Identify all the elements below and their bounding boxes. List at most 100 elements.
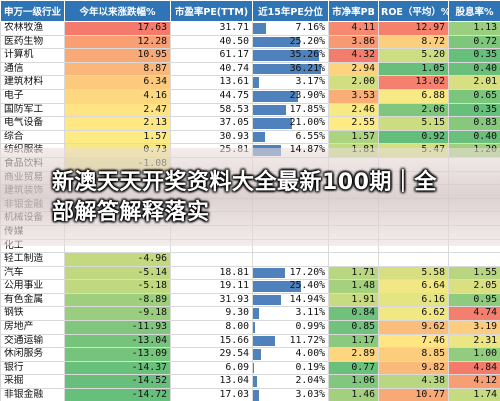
pe-percentile-cell: 4.00% (252, 347, 329, 362)
header-pe-ttm[interactable]: 市盈率PE(TTM) (170, 0, 253, 22)
ytd-change-cell: -4.96 (64, 252, 171, 267)
roe-cell (378, 252, 449, 267)
pe-ttm-cell: 13.61 (170, 75, 253, 90)
pb-cell: 2.00 (328, 75, 379, 90)
pb-cell: 4.32 (328, 48, 379, 63)
pe-percentile-value: 11.72% (289, 334, 325, 346)
roe-cell: 8.72 (378, 34, 449, 50)
pe-percentile-value: 23.90% (289, 89, 325, 101)
pe-ttm-cell: 31.71 (170, 21, 253, 36)
pe-percentile-bar (253, 335, 275, 347)
pb-cell: 0.84 (328, 306, 379, 322)
pe-percentile-cell: 2.04% (252, 374, 329, 390)
pe-ttm-cell: 19.11 (170, 279, 253, 294)
header-industry[interactable]: 申万一级行业 (0, 0, 65, 22)
dividend-yield-cell: 1.55 (448, 265, 500, 281)
table-row[interactable]: 通信 8.87 40.74 36.21% 2.94 1.05 0.40 (0, 61, 500, 77)
pe-percentile-bar (253, 77, 259, 88)
ytd-change-cell: 2.47 (64, 102, 171, 118)
pe-percentile-cell: 3.17% (252, 75, 329, 90)
industry-name-cell: 通信 (0, 61, 65, 77)
table-row[interactable]: 计算机 10.95 61.17 35.26% 4.32 5.20 0.35 (0, 48, 500, 63)
pe-ttm-cell: 40.50 (170, 34, 253, 50)
industry-name-cell: 休闲服务 (0, 347, 65, 362)
pe-percentile-value: 36.21% (289, 62, 325, 74)
pe-percentile-value: 17.85% (289, 103, 325, 115)
table-row[interactable]: 交通运输 -13.04 15.66 11.72% 1.17 7.46 2.31 (0, 333, 500, 349)
header-roe[interactable]: ROE（平均）% (378, 0, 449, 22)
table-row[interactable]: 房地产 -11.93 8.00 0.99% 0.85 9.62 3.19 (0, 320, 500, 335)
dividend-yield-cell: 0.72 (448, 34, 500, 50)
table-row[interactable]: 综合 1.57 30.93 6.55% 1.57 0.92 0.40 (0, 129, 500, 145)
table-row[interactable]: 有色金属 -8.89 31.93 14.94% 1.91 6.16 0.95 (0, 292, 500, 308)
table-row[interactable]: 公用事业 -5.18 19.11 25.40% 1.48 6.64 2.05 (0, 279, 500, 294)
pb-cell: 2.55 (328, 116, 379, 131)
header-row: 申万一级行业 今年以来涨跌幅% 市盈率PE(TTM) 近15年PE分位 市净率P… (0, 0, 500, 22)
table-row[interactable]: 非银金融 -14.72 17.03 3.03% 1.46 10.77 1.74 (0, 388, 500, 401)
pe-percentile-bar (253, 281, 301, 292)
pe-percentile-cell: 0.99% (252, 320, 329, 335)
pe-percentile-bar (253, 349, 261, 360)
pe-ttm-cell: 8.00 (170, 320, 253, 335)
table-row[interactable]: 钢铁 -9.18 9.30 3.11% 0.84 6.62 4.74 (0, 306, 500, 322)
industry-name-cell: 银行 (0, 360, 65, 376)
pb-cell: 1.71 (328, 265, 379, 281)
table-row[interactable]: 汽车 -5.14 18.81 17.20% 1.71 5.58 1.55 (0, 265, 500, 281)
dividend-yield-cell: 0.40 (448, 129, 500, 145)
pe-ttm-cell: 31.93 (170, 292, 253, 308)
pe-percentile-bar (253, 390, 259, 401)
pb-cell: 1.46 (328, 388, 379, 401)
table-row[interactable]: 电子 4.16 44.75 23.90% 3.53 6.88 0.65 (0, 88, 500, 104)
header-dividend-yield[interactable]: 股息率% (448, 0, 500, 22)
pe-percentile-value: 0.19% (295, 361, 326, 373)
pb-cell: 3.53 (328, 88, 379, 104)
pe-ttm-cell: 58.53 (170, 102, 253, 118)
ytd-change-cell: -14.52 (64, 374, 171, 390)
dividend-yield-cell (448, 252, 500, 267)
roe-cell: 13.02 (378, 75, 449, 90)
roe-cell: 0.92 (378, 129, 449, 145)
header-pb[interactable]: 市净率PB (328, 0, 379, 22)
pe-ttm-cell: 30.93 (170, 129, 253, 145)
table-row[interactable]: 银行 -14.37 6.09 0.19% 0.77 9.82 4.84 (0, 360, 500, 376)
dividend-yield-cell: 0.35 (448, 48, 500, 63)
table-row[interactable]: 电气设备 2.13 37.05 21.00% 2.55 5.15 0.83 (0, 116, 500, 131)
pe-percentile-cell: 0.19% (252, 360, 329, 376)
roe-cell: 6.16 (378, 292, 449, 308)
ytd-change-cell: -8.89 (64, 292, 171, 308)
pb-cell: 0.77 (328, 360, 379, 376)
table-row[interactable]: 休闲服务 -13.09 29.54 4.00% 2.89 8.85 1.00 (0, 347, 500, 362)
pe-percentile-cell: 17.85% (252, 102, 329, 118)
table-row[interactable]: 农林牧渔 17.63 31.71 7.16% 4.11 12.97 1.13 (0, 21, 500, 36)
dividend-yield-cell: 4.12 (448, 374, 500, 390)
industry-name-cell: 电气设备 (0, 116, 65, 131)
table-row[interactable]: 医药生物 12.28 40.50 25.20% 3.86 8.72 0.72 (0, 34, 500, 50)
header-ytd-change[interactable]: 今年以来涨跌幅% (64, 0, 171, 22)
pe-ttm-cell: 13.04 (170, 374, 253, 390)
pe-ttm-cell: 18.81 (170, 265, 253, 281)
ytd-change-cell: -11.93 (64, 320, 171, 335)
pe-percentile-bar (253, 376, 257, 388)
pe-percentile-value: 17.20% (289, 266, 325, 278)
pe-percentile-cell: 11.72% (252, 333, 329, 349)
pe-percentile-value: 21.00% (289, 117, 325, 129)
header-pe-percentile[interactable]: 近15年PE分位 (252, 0, 329, 22)
pe-percentile-value: 3.17% (295, 76, 326, 88)
table-row[interactable]: 建筑材料 6.34 13.61 3.17% 2.00 13.02 2.01 (0, 75, 500, 90)
dividend-yield-cell: 3.19 (448, 320, 500, 335)
industry-name-cell: 综合 (0, 129, 65, 145)
industry-name-cell: 交通运输 (0, 333, 65, 349)
industry-name-cell: 公用事业 (0, 279, 65, 294)
ytd-change-cell: -13.04 (64, 333, 171, 349)
table-row[interactable]: 轻工制造 -4.96 (0, 252, 500, 267)
dividend-yield-cell: 4.74 (448, 306, 500, 322)
industry-name-cell: 房地产 (0, 320, 65, 335)
industry-name-cell: 农林牧渔 (0, 21, 65, 36)
pe-percentile-value: 2.04% (295, 375, 326, 387)
pe-percentile-cell: 3.11% (252, 306, 329, 322)
table-row[interactable]: 采掘 -14.52 13.04 2.04% 1.06 4.38 4.12 (0, 374, 500, 390)
pe-percentile-value: 4.00% (295, 348, 326, 360)
table-row[interactable]: 国防军工 2.47 58.53 17.85% 2.46 2.06 0.35 (0, 102, 500, 118)
roe-cell: 12.97 (378, 21, 449, 36)
